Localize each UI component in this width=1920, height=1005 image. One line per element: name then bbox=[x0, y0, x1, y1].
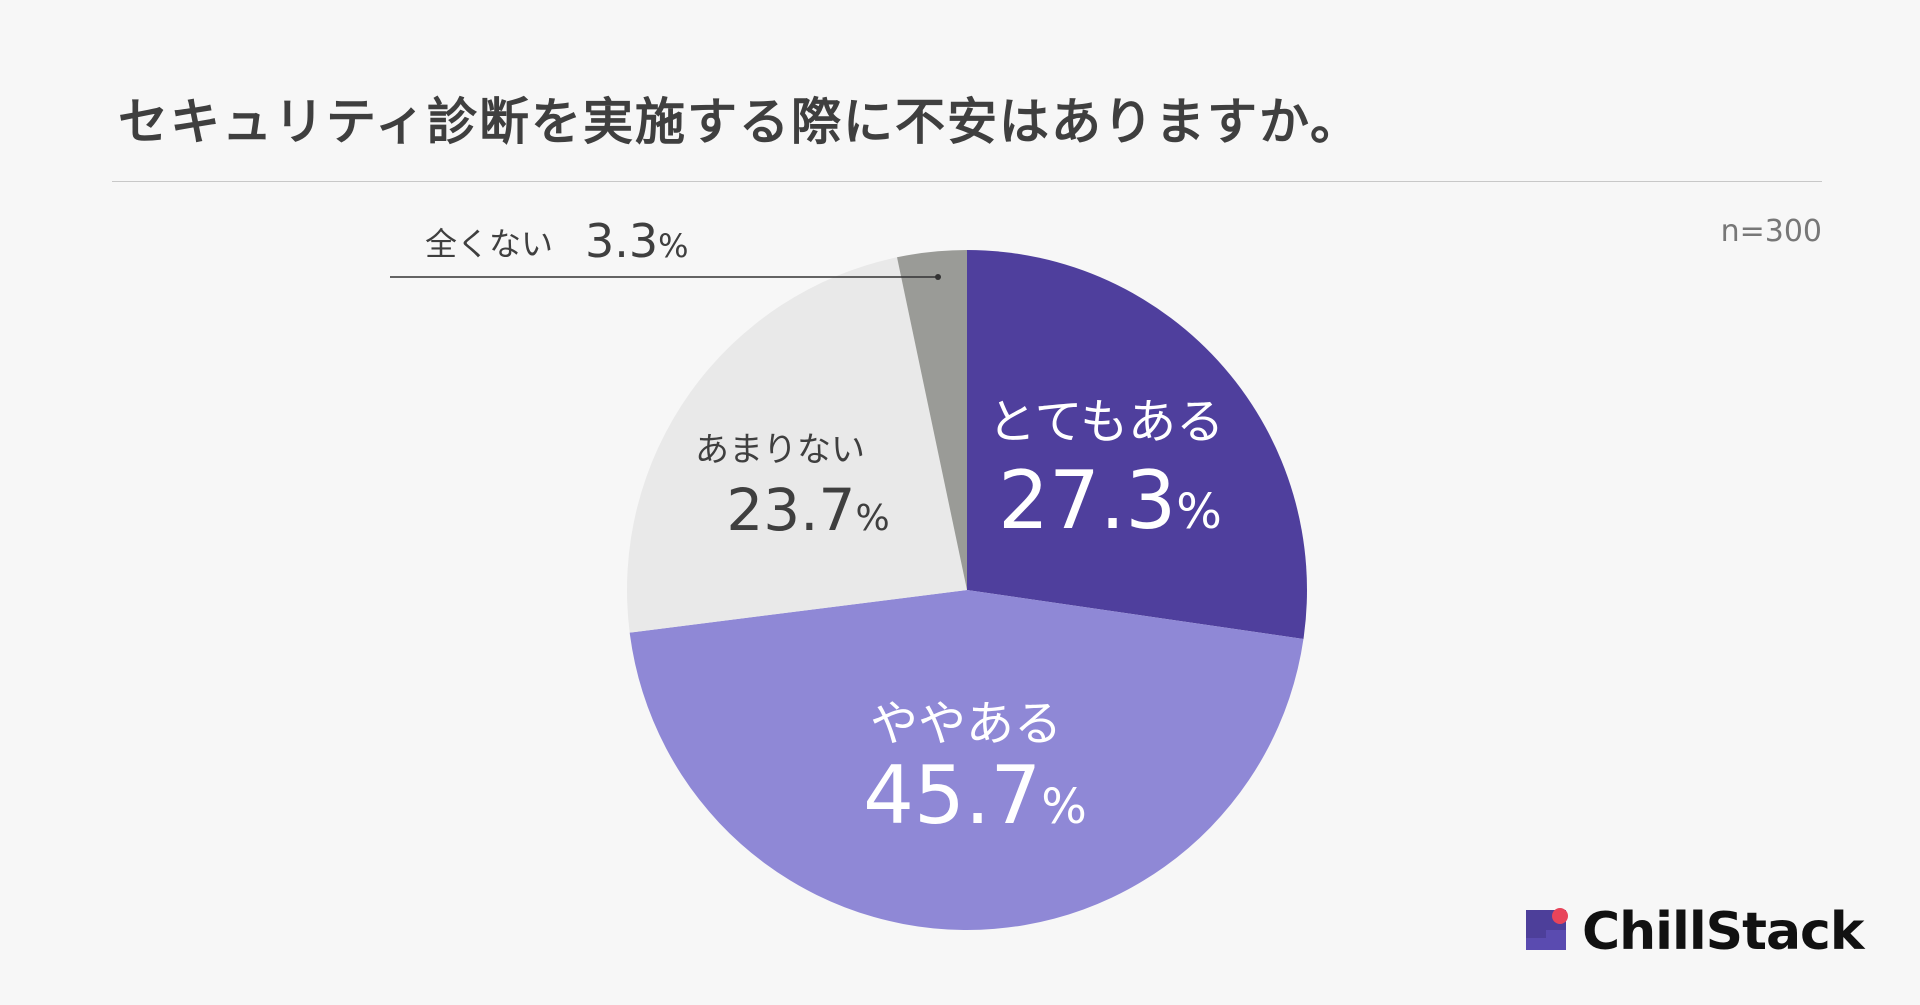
title-divider bbox=[112, 181, 1822, 182]
chillstack-logo-icon bbox=[1526, 908, 1568, 950]
slice-value-yaya-aru: 45.7% bbox=[863, 749, 1087, 842]
chart-title: セキュリティ診断を実施する際に不安はありますか。 bbox=[118, 93, 1362, 151]
brand-logo: ChillStack bbox=[1524, 900, 1864, 962]
slice-value-mattaku-nai: 3.3% bbox=[585, 214, 689, 268]
slice-labels: とてもある 27.3% ややある 45.7% あまりない 23.7% 全くない … bbox=[425, 214, 1224, 842]
pie-slices bbox=[627, 250, 1308, 931]
slice-label-mattaku-nai: 全くない bbox=[425, 225, 553, 263]
value-unit: % bbox=[1176, 484, 1222, 540]
value-unit: % bbox=[1041, 779, 1087, 835]
pie-slice-totemo-aru bbox=[967, 250, 1308, 639]
slice-label-yaya-aru: ややある bbox=[870, 696, 1062, 752]
value-unit: % bbox=[658, 227, 688, 265]
slice-value-amari-nai: 23.7% bbox=[726, 476, 889, 544]
pie-slice-yaya-aru bbox=[629, 590, 1304, 931]
sample-size-label: n=300 bbox=[1720, 214, 1822, 249]
pie-slice-amari-nai bbox=[627, 257, 967, 633]
slice-label-amari-nai: あまりない bbox=[695, 430, 865, 470]
slice-label-totemo-aru: とてもある bbox=[988, 394, 1224, 450]
value-number: 23.7 bbox=[726, 476, 855, 544]
pie-slice-mattaku-nai bbox=[897, 250, 967, 590]
slice-value-totemo-aru: 27.3% bbox=[998, 454, 1222, 547]
value-number: 3.3 bbox=[585, 214, 658, 268]
value-number: 27.3 bbox=[998, 454, 1176, 547]
callout-leader bbox=[390, 274, 941, 280]
callout-dot bbox=[935, 274, 941, 280]
brand-name: ChillStack bbox=[1582, 902, 1864, 962]
value-number: 45.7 bbox=[863, 749, 1041, 842]
value-unit: % bbox=[855, 498, 889, 539]
